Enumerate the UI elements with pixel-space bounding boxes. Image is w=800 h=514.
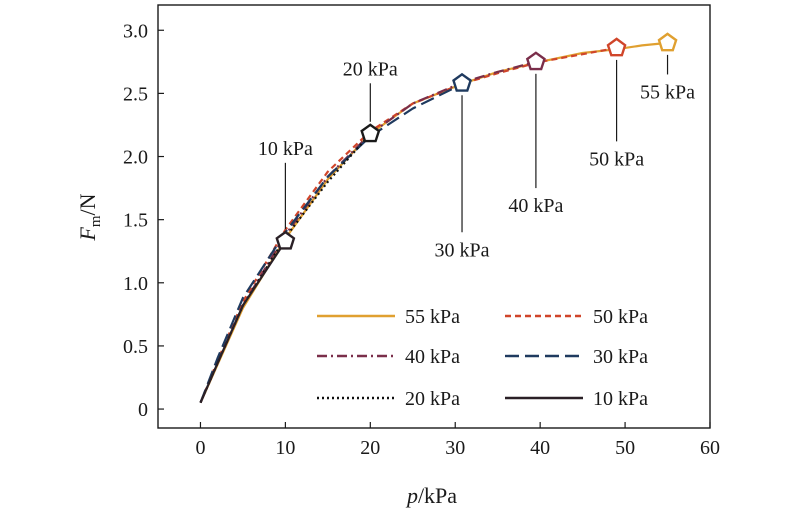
pentagon-marker (275, 230, 296, 250)
y-tick-label: 1.0 (123, 273, 148, 295)
y-tick-label: 2.5 (123, 83, 148, 105)
y-axis-subscript: m (88, 215, 104, 227)
y-tick-label: 0 (138, 399, 148, 421)
legend-label: 30 kPa (593, 346, 648, 368)
pentagon-marker (525, 51, 546, 71)
marker-callouts: 10 kPa 20 kPa 30 kPa 40 kPa 50 kPa 55 kPa (258, 54, 695, 261)
callout-label: 20 kPa (343, 58, 398, 80)
x-tick-label: 10 (275, 437, 295, 459)
legend-label: 50 kPa (593, 306, 648, 328)
y-axis-variable: F (75, 227, 100, 242)
series-line-50-kpa (199, 46, 617, 404)
callout-label: 50 kPa (589, 148, 644, 170)
y-axis-unit: /N (75, 193, 100, 215)
pentagon-marker (452, 72, 473, 92)
y-tick-label: 1.5 (123, 210, 148, 232)
pentagon-marker (606, 37, 627, 57)
series-line-40-kpa (199, 60, 537, 404)
x-tick-label: 30 (445, 437, 465, 459)
y-axis-label: Fm/N (75, 193, 104, 241)
callout-label: 40 kPa (508, 195, 563, 217)
x-axis-label: p/kPa (405, 483, 457, 508)
callout-label: 30 kPa (435, 239, 490, 261)
legend-label: 10 kPa (593, 388, 648, 410)
pentagon-marker (657, 32, 678, 52)
plot-frame (157, 4, 711, 429)
x-tick-label: 50 (615, 437, 635, 459)
x-tick-label: 0 (195, 437, 205, 459)
x-axis-ticks: 0 10 20 30 40 50 60 (195, 422, 720, 459)
x-axis-unit: /kPa (418, 483, 457, 508)
callout-label: 10 kPa (258, 138, 313, 160)
pentagon-marker (360, 123, 381, 143)
legend-label: 20 kPa (405, 388, 460, 410)
legend: 55 kPa 50 kPa 40 kPa 30 kPa 20 kPa 10 kPa (317, 306, 648, 410)
legend-label: 40 kPa (405, 346, 460, 368)
pentagon-markers (275, 32, 678, 250)
y-tick-label: 3.0 (123, 20, 148, 42)
x-axis-variable: p (405, 483, 418, 508)
plot-area-border (157, 4, 711, 429)
callout-label: 55 kPa (640, 81, 695, 103)
legend-label: 55 kPa (405, 306, 460, 328)
y-axis-ticks: 0 0.5 1.0 1.5 2.0 2.5 3.0 (123, 20, 164, 421)
series-line-10-kpa (199, 240, 287, 404)
x-tick-label: 40 (530, 437, 550, 459)
series-line-30-kpa (199, 82, 465, 404)
y-tick-label: 0.5 (123, 336, 148, 358)
x-tick-label: 20 (360, 437, 380, 459)
y-tick-label: 2.0 (123, 147, 148, 169)
x-tick-label: 60 (700, 437, 720, 459)
